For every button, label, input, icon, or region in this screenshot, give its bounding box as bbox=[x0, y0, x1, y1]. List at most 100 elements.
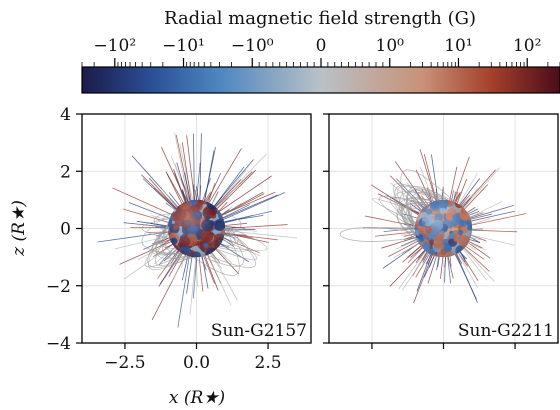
field-line bbox=[204, 191, 211, 202]
field-line bbox=[198, 256, 204, 292]
field-line bbox=[453, 191, 456, 202]
field-line bbox=[463, 167, 501, 209]
field-line bbox=[163, 248, 177, 262]
field-line bbox=[427, 254, 433, 265]
field-line bbox=[221, 206, 233, 215]
field-line bbox=[400, 238, 418, 247]
colorbar-tick-labels: −10² −10¹ −10⁰ 0 10⁰ 10¹ 10² bbox=[93, 36, 541, 56]
field-line bbox=[196, 162, 201, 200]
field-line bbox=[220, 243, 230, 248]
grid-lines bbox=[82, 114, 311, 343]
field-line bbox=[415, 169, 432, 203]
field-line bbox=[436, 256, 440, 271]
field-line bbox=[119, 241, 172, 265]
field-lines bbox=[339, 149, 527, 304]
y-axis-label-text: z (R★) bbox=[9, 200, 29, 257]
field-line bbox=[153, 246, 176, 265]
field-line bbox=[449, 166, 458, 201]
field-line bbox=[470, 204, 515, 219]
field-line bbox=[128, 202, 170, 219]
axis-ticks bbox=[323, 113, 516, 349]
field-line bbox=[422, 251, 428, 261]
field-line bbox=[472, 229, 518, 233]
field-line bbox=[186, 256, 193, 294]
x-tick-label: 0.0 bbox=[183, 353, 210, 373]
colorbar bbox=[81, 66, 560, 94]
field-line bbox=[204, 255, 219, 291]
field-loop bbox=[399, 191, 444, 236]
field-line bbox=[464, 247, 490, 272]
colorbar-tick-label: 10¹ bbox=[444, 36, 472, 56]
field-line bbox=[221, 193, 265, 216]
field-line bbox=[465, 246, 485, 260]
panel-label: Sun-G2157 bbox=[211, 321, 307, 341]
field-line bbox=[431, 154, 439, 201]
field-loop bbox=[406, 196, 434, 224]
field-line bbox=[211, 195, 217, 205]
star-surface bbox=[414, 199, 473, 258]
field-line bbox=[444, 256, 447, 268]
colorbar-tick-label: 0 bbox=[316, 36, 327, 56]
field-lines bbox=[97, 132, 298, 328]
field-line bbox=[168, 192, 180, 206]
field-line bbox=[181, 142, 192, 201]
field-line bbox=[419, 149, 437, 202]
field-line bbox=[194, 189, 197, 200]
field-line bbox=[459, 178, 481, 206]
field-line bbox=[159, 252, 181, 285]
field-line bbox=[179, 143, 194, 201]
field-line bbox=[468, 242, 491, 259]
x-tick-label: 2.5 bbox=[255, 353, 282, 373]
y-tick-label: 2 bbox=[60, 162, 71, 182]
field-line bbox=[471, 234, 487, 242]
field-loop bbox=[144, 232, 184, 268]
field-loop bbox=[141, 212, 184, 255]
field-line bbox=[224, 222, 248, 226]
field-loop bbox=[378, 195, 427, 230]
field-line bbox=[222, 239, 261, 257]
y-tick-label: −4 bbox=[46, 334, 71, 354]
field-line bbox=[225, 225, 246, 229]
field-line bbox=[410, 247, 423, 258]
field-loop bbox=[397, 185, 440, 228]
field-line bbox=[468, 211, 480, 216]
field-line bbox=[402, 245, 422, 263]
x-axis-label-text: x (R★) bbox=[169, 388, 225, 408]
field-line bbox=[206, 173, 222, 203]
field-line bbox=[407, 247, 423, 264]
field-line bbox=[123, 222, 168, 228]
field-line bbox=[211, 252, 221, 263]
field-line bbox=[170, 156, 190, 202]
field-line bbox=[225, 230, 298, 239]
field-line bbox=[466, 244, 477, 251]
field-line bbox=[464, 184, 489, 210]
field-line bbox=[398, 250, 427, 290]
field-loop bbox=[216, 231, 258, 261]
panel-sun-g2157: −2.5 0.0 2.5 −4 −2 0 2 4 Sun-G2157 bbox=[46, 105, 312, 373]
field-line bbox=[204, 150, 215, 202]
field-line bbox=[186, 135, 195, 200]
field-line bbox=[112, 187, 172, 215]
field-line bbox=[161, 189, 178, 208]
field-loop bbox=[339, 227, 418, 242]
field-line bbox=[203, 256, 215, 284]
field-line bbox=[395, 239, 418, 250]
field-loop bbox=[152, 225, 182, 255]
field-line bbox=[161, 147, 187, 202]
field-line bbox=[216, 182, 241, 209]
x-tick-label: −2.5 bbox=[104, 353, 145, 373]
field-line bbox=[216, 248, 233, 264]
field-line bbox=[202, 178, 211, 201]
field-line bbox=[182, 189, 187, 202]
field-line bbox=[472, 228, 484, 231]
field-line bbox=[437, 256, 440, 267]
field-line bbox=[447, 256, 452, 284]
field-loop bbox=[218, 225, 239, 247]
field-line bbox=[205, 191, 213, 202]
field-line bbox=[423, 154, 437, 201]
field-loop bbox=[396, 201, 432, 242]
field-line bbox=[457, 252, 478, 288]
field-line bbox=[218, 201, 228, 212]
field-line bbox=[222, 204, 250, 219]
field-line bbox=[215, 249, 240, 275]
